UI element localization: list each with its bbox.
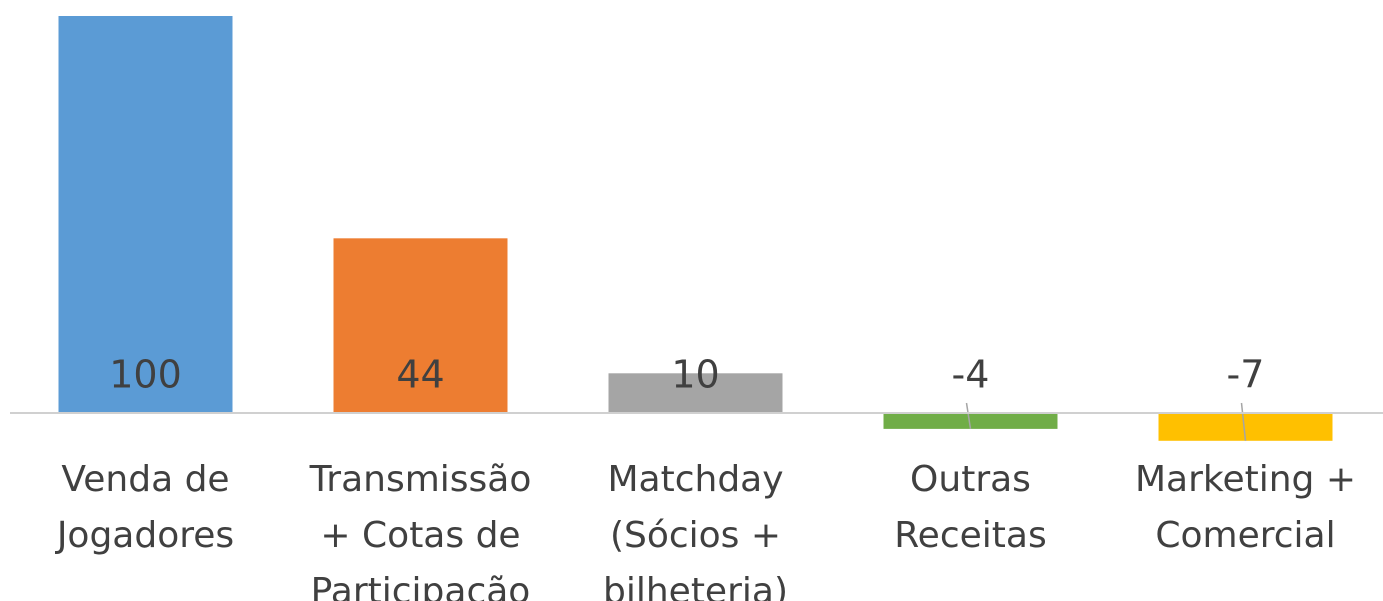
bar xyxy=(333,238,508,413)
bar xyxy=(883,413,1058,429)
data-label: 44 xyxy=(396,353,444,397)
leader-line xyxy=(1240,402,1247,441)
bar xyxy=(608,373,783,413)
data-label: -4 xyxy=(952,353,990,397)
x-tick-label: Venda de Jogadores xyxy=(56,459,235,556)
x-tick-label: Matchday (Sócios + bilheteria) xyxy=(603,459,788,601)
x-tick-label: Transmissão + Cotas de Participação xyxy=(309,459,532,601)
x-tick-label: Outras Receitas xyxy=(894,459,1047,556)
bar xyxy=(58,16,233,413)
x-tick-label: Marketing + Comercial xyxy=(1134,459,1357,556)
leader-line xyxy=(965,402,972,429)
data-label: 100 xyxy=(109,353,182,397)
data-label: -7 xyxy=(1227,353,1265,397)
data-label: 10 xyxy=(671,353,719,397)
